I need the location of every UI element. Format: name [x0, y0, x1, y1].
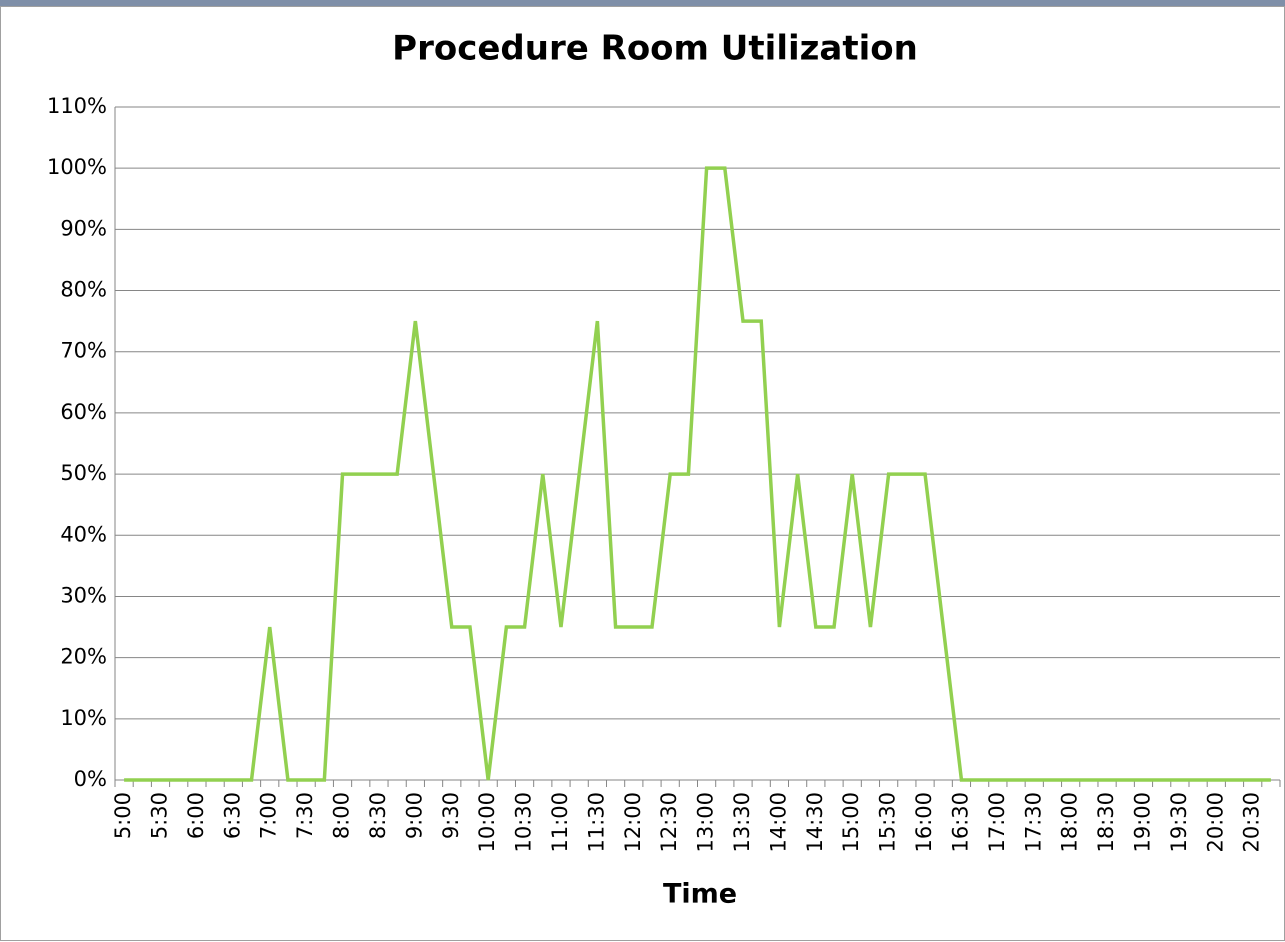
y-tick-label: 50% [60, 461, 107, 485]
x-tick-label: 12:00 [621, 792, 645, 853]
x-tick-label: 10:30 [512, 792, 536, 853]
x-tick-label: 7:00 [257, 792, 281, 839]
y-tick-label: 100% [47, 155, 107, 179]
x-tick-label: 11:30 [584, 792, 608, 853]
y-tick-label: 40% [60, 522, 107, 546]
y-tick-label: 30% [60, 583, 107, 607]
y-tick-label: 60% [60, 400, 107, 424]
y-tick-label: 20% [60, 645, 107, 669]
x-tick-label: 7:30 [293, 792, 317, 839]
x-tick-label: 8:00 [330, 792, 354, 839]
x-tick-label: 18:00 [1058, 792, 1082, 853]
x-tick-label: 17:00 [985, 792, 1009, 853]
x-tick-label: 20:00 [1203, 792, 1227, 853]
y-tick-label: 70% [60, 339, 107, 363]
x-tick-label: 10:00 [475, 792, 499, 853]
x-axis-title: Time [663, 879, 737, 910]
x-tick-label: 6:30 [220, 792, 244, 839]
x-tick-label: 18:30 [1094, 792, 1118, 853]
x-tick-label: 13:00 [694, 792, 718, 853]
y-tick-label: 0% [74, 767, 107, 791]
y-tick-label: 80% [60, 278, 107, 302]
x-tick-label: 19:00 [1130, 792, 1154, 853]
chart-title: Procedure Room Utilization [392, 29, 918, 69]
x-tick-label: 8:30 [366, 792, 390, 839]
top-bar [0, 0, 1285, 6]
x-tick-label: 19:30 [1167, 792, 1191, 853]
x-tick-label: 6:00 [184, 792, 208, 839]
x-tick-label: 14:00 [766, 792, 790, 853]
data-line [124, 166, 1271, 782]
x-tick-label: 13:30 [730, 792, 754, 853]
y-tick-label: 10% [60, 706, 107, 730]
x-tick-label: 17:30 [1021, 792, 1045, 853]
x-tick-label: 16:00 [912, 792, 936, 853]
x-tick-label: 9:00 [402, 792, 426, 839]
x-tick-label: 5:30 [148, 792, 172, 839]
x-tick-label: 20:30 [1240, 792, 1264, 853]
x-tick-label: 15:30 [876, 792, 900, 853]
x-tick-label: 15:00 [839, 792, 863, 853]
x-tick-label: 14:30 [803, 792, 827, 853]
x-tick-label: 12:30 [657, 792, 681, 853]
y-tick-label: 90% [60, 216, 107, 240]
x-tick-label: 5:00 [111, 792, 135, 839]
x-tick-label: 16:30 [948, 792, 972, 853]
x-tick-label: 9:30 [439, 792, 463, 839]
x-tick-label: 11:00 [548, 792, 572, 853]
y-tick-label: 110% [47, 94, 107, 118]
